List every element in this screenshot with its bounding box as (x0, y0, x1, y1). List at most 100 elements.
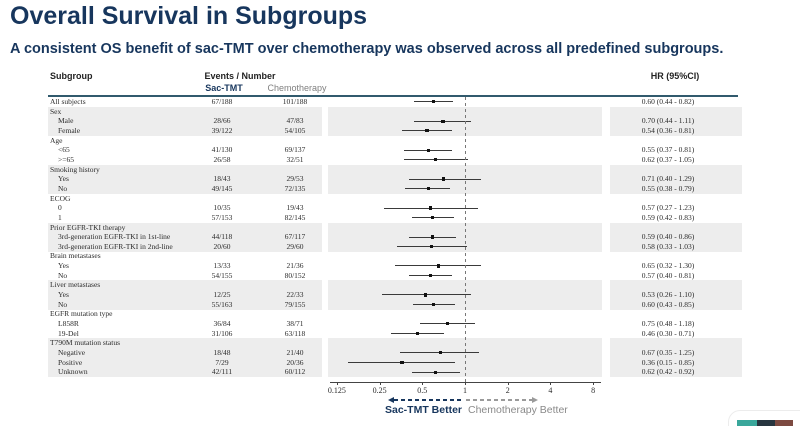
subgroup-category-label: Age (50, 135, 63, 145)
hr-ci-text: 0.53 (0.26 - 1.10) (641, 290, 695, 300)
x-axis-tick (422, 382, 424, 385)
hr-point-marker (442, 177, 446, 181)
hr-ci-text: 0.62 (0.37 - 1.05) (641, 154, 695, 164)
hr-point-marker (426, 148, 430, 152)
sac-tmt-events-value: 18/48 (213, 348, 231, 358)
subgroup-category-label: Brain metastases (50, 251, 101, 261)
hr-ci-text: 0.55 (0.37 - 0.81) (641, 145, 695, 155)
subgroup-label: 1 (58, 212, 62, 222)
subgroup-label: Yes (58, 290, 69, 300)
hr-point-marker (445, 322, 449, 326)
row-band (48, 232, 322, 243)
subgroup-label: Female (58, 125, 81, 135)
column-header-chemotherapy: Chemotherapy (267, 83, 327, 93)
chemotherapy-events-value: 67/117 (284, 232, 306, 242)
hr-point-marker (415, 331, 419, 336)
hr-ci-text: 0.60 (0.43 - 0.85) (641, 299, 695, 309)
subgroup-label: No (58, 270, 68, 280)
hr-point-marker (431, 302, 436, 307)
chemotherapy-events-value: 21/40 (286, 348, 304, 358)
chemotherapy-events-value: 80/152 (284, 270, 306, 280)
subgroup-label: Yes (58, 174, 69, 184)
arrow-left-icon (388, 396, 394, 403)
row-band (48, 348, 322, 358)
subgroup-label: <65 (58, 145, 70, 155)
subgroup-category-label: Prior EGFR-TKI therapy (50, 222, 126, 232)
chemotherapy-events-value: 32/51 (286, 154, 304, 164)
sac-tmt-events-value: 67/188 (211, 97, 233, 106)
column-header-subgroup: Subgroup (50, 71, 93, 81)
row-band (610, 299, 742, 310)
subgroup-label: All subjects (50, 97, 86, 106)
hr-point-marker (441, 119, 445, 123)
hr-point-marker (436, 264, 441, 268)
subgroup-category-label: Sex (50, 106, 62, 116)
sac-tmt-events-value: 18/43 (213, 174, 231, 184)
row-band (48, 125, 322, 136)
hr-ci-text: 0.75 (0.48 - 1.18) (641, 319, 695, 329)
row-band (48, 241, 322, 252)
sac-tmt-events-value: 12/25 (213, 290, 231, 300)
x-axis-tick-label: 4 (548, 386, 553, 395)
row-band (48, 338, 322, 349)
hr-ci-text: 0.57 (0.40 - 0.81) (641, 270, 695, 280)
row-band (610, 222, 742, 233)
hr-point-marker (425, 129, 429, 133)
chemotherapy-events-value: 82/145 (284, 212, 306, 222)
row-band (48, 174, 322, 185)
arrow-right-icon (532, 396, 538, 403)
subgroup-category-label: Liver metastases (50, 280, 101, 290)
column-header-sac-tmt: Sac-TMT (205, 83, 243, 93)
row-band (610, 241, 742, 252)
sac-tmt-events-value: 55/163 (211, 299, 233, 309)
row-band (48, 183, 322, 194)
row-band (48, 106, 322, 117)
subgroup-label: No (58, 183, 68, 193)
x-axis-tick-label: 0.25 (372, 386, 387, 395)
sac-tmt-events-value: 13/33 (213, 261, 231, 271)
subgroup-label: 19-Del (58, 328, 79, 338)
row-band (48, 290, 322, 301)
subgroup-label: L858R (58, 319, 79, 329)
sac-tmt-events-value: 20/60 (213, 241, 231, 251)
subgroup-label: >=65 (58, 154, 74, 164)
x-axis-tick (336, 382, 338, 385)
x-axis-tick-label: 8 (591, 386, 596, 395)
subgroup-label: 0 (58, 203, 62, 213)
header-divider-rule (48, 95, 738, 97)
arrow-dashed-right-segment (466, 399, 532, 401)
x-axis-tick (465, 382, 466, 385)
hr-ci-text: 0.70 (0.44 - 1.11) (641, 116, 695, 126)
row-band (610, 174, 742, 185)
row-band (610, 125, 742, 136)
row-band (610, 164, 742, 175)
chemotherapy-better-label: Chemotherapy Better (468, 404, 568, 416)
chemotherapy-events-value: 54/105 (284, 125, 306, 135)
hr-ci-text: 0.46 (0.30 - 0.71) (641, 328, 695, 338)
row-band (48, 116, 322, 127)
row-band (48, 280, 322, 291)
hr-ci-text: 0.59 (0.42 - 0.83) (641, 212, 695, 222)
sac-tmt-events-value: 57/153 (211, 212, 233, 222)
x-axis-tick (379, 382, 381, 385)
x-axis-tick-label: 0.125 (327, 386, 346, 395)
hr-ci-text: 0.65 (0.32 - 1.30) (641, 261, 695, 271)
subgroup-label: No (58, 299, 68, 309)
column-header-events-number: Events / Number (204, 71, 276, 81)
hr-point-marker (400, 360, 404, 365)
arrow-dashed-left-segment (394, 399, 463, 401)
chemotherapy-events-value: 29/60 (286, 241, 304, 251)
sac-tmt-events-value: 31/106 (211, 328, 233, 338)
hr-ci-text: 0.67 (0.35 - 1.25) (641, 348, 695, 358)
row-band (610, 116, 742, 127)
sac-tmt-better-label: Sac-TMT Better (384, 404, 462, 416)
subgroup-label: 3rd-generation EGFR-TKI in 2nd-line (58, 241, 173, 251)
hr-point-marker (430, 235, 435, 239)
hr-point-marker (424, 293, 428, 297)
sac-tmt-events-value: 28/66 (213, 116, 231, 126)
subgroup-label: Unknown (58, 367, 88, 377)
x-axis-tick (507, 382, 509, 385)
chemotherapy-events-value: 20/36 (286, 357, 304, 367)
chemotherapy-events-value: 19/43 (286, 203, 304, 213)
